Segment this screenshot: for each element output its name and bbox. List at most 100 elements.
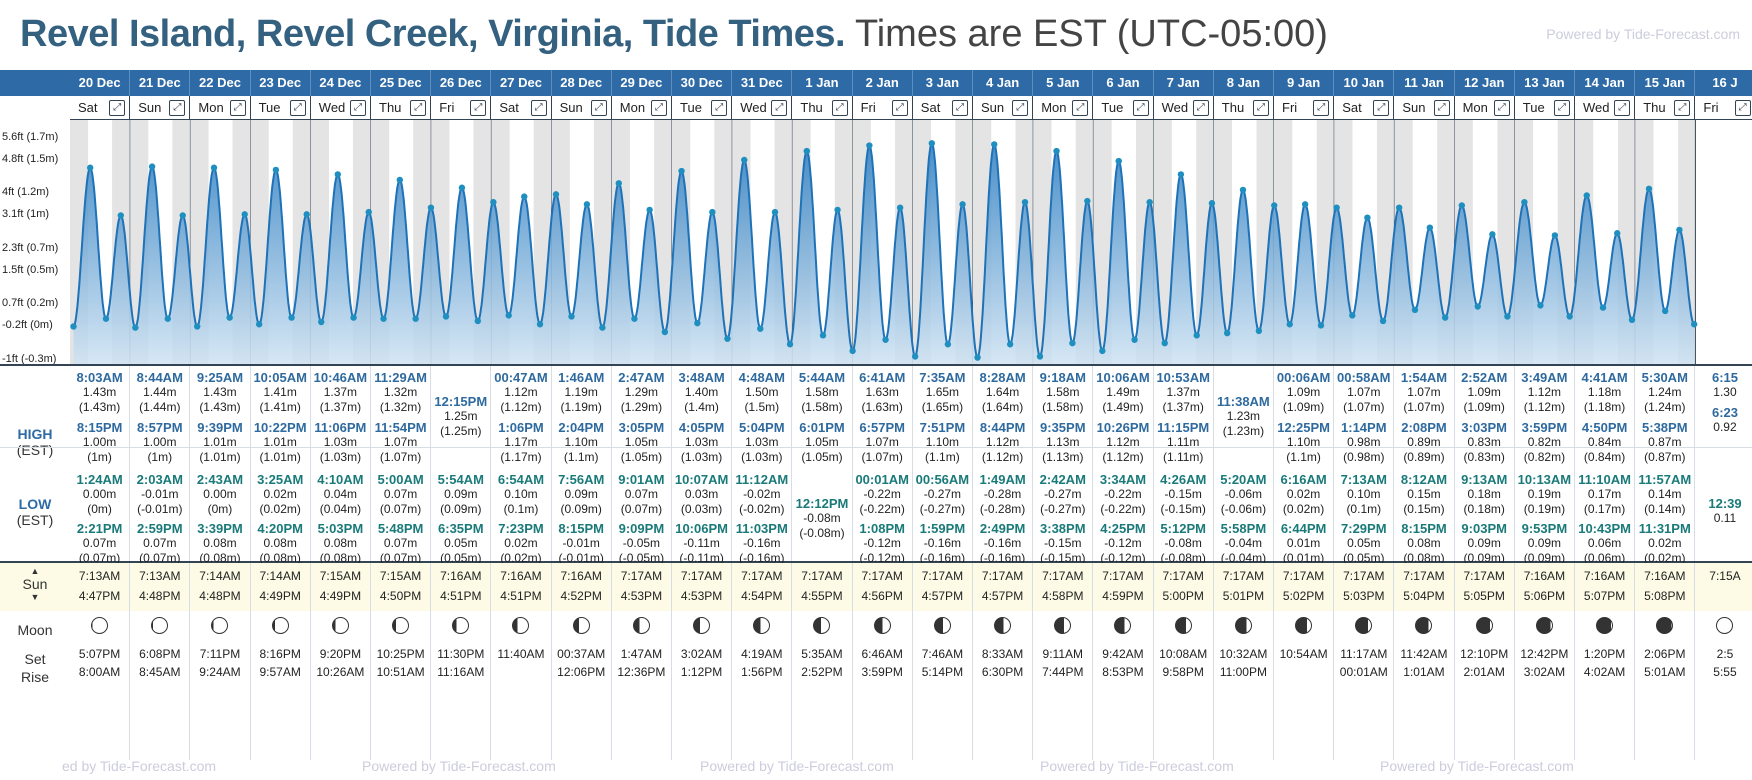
day-header[interactable]: Tue ⤢ [672,96,733,120]
expand-icon[interactable]: ⤢ [891,100,908,116]
expand-icon[interactable]: ⤢ [1072,100,1089,116]
high-tide: 3:49AM 1.12m (1.12m) [1515,370,1574,415]
sunrise-time: 7:16AM [1644,569,1686,583]
footer-powered-5[interactable]: Powered by Tide-Forecast.com [1380,758,1574,774]
expand-icon[interactable]: ⤢ [530,100,547,116]
day-header[interactable]: Sat ⤢ [912,96,973,120]
expand-icon[interactable]: ⤢ [470,100,487,116]
low-tide: 5:58PM -0.04m (-0.04m) [1214,521,1273,566]
low-tide-height-alt: (0.05m) [440,551,482,565]
high-tide-time: 9:25AM [196,370,244,385]
high-tide-time: 3:48AM [678,370,725,385]
expand-icon[interactable]: ⤢ [831,100,848,116]
expand-icon[interactable]: ⤢ [289,100,306,116]
moon-icon [211,617,229,634]
sunset-time: 4:57PM [981,589,1024,603]
day-header[interactable]: Thu ⤢ [371,96,432,120]
day-header[interactable]: Wed ⤢ [732,96,793,120]
low-tide-height: 0.08m [1407,536,1441,550]
moon-cell: 3:02AM 1:12PM [672,611,733,760]
day-name: Fri [1282,100,1298,115]
footer-powered-3[interactable]: Powered by Tide-Forecast.com [700,758,894,774]
day-header[interactable]: Thu ⤢ [1635,96,1696,120]
expand-icon[interactable]: ⤢ [1734,100,1751,116]
y-tick-label: -0.2ft (0m) [2,319,53,332]
low-tide: 3:39PM 0.08m (0.08m) [190,521,249,566]
low-tide-time: 12:39 [1708,496,1742,511]
footer-powered-4[interactable]: Powered by Tide-Forecast.com [1040,758,1234,774]
low-tide-height-alt: (0.09m) [440,502,482,516]
day-header[interactable]: Mon ⤢ [1454,96,1515,120]
moon-cell: 12:10PM 2:01AM [1455,611,1515,760]
day-header[interactable]: Wed ⤢ [310,96,371,120]
high-tide-time: 8:15PM [76,420,123,435]
expand-icon[interactable]: ⤢ [1493,100,1510,116]
day-header[interactable]: Tue ⤢ [1093,96,1154,120]
expand-icon[interactable]: ⤢ [1192,100,1209,116]
expand-icon[interactable]: ⤢ [1674,100,1691,116]
low-tide-height: 0.02m [263,487,297,501]
tide-point [803,147,810,155]
expand-icon[interactable]: ⤢ [410,100,427,116]
expand-icon[interactable]: ⤢ [1252,100,1269,116]
day-header[interactable]: Sun ⤢ [551,96,612,120]
day-header[interactable]: Thu ⤢ [1213,96,1274,120]
sunset-time: 5:05PM [1463,589,1505,603]
day-header[interactable]: Tue ⤢ [250,96,311,120]
expand-icon[interactable]: ⤢ [1553,100,1570,116]
date-header: 9 Jan [1274,70,1335,96]
day-header[interactable]: Sat ⤢ [70,96,131,120]
expand-icon[interactable]: ⤢ [650,100,667,116]
expand-icon[interactable]: ⤢ [711,100,728,116]
day-header[interactable]: Sat ⤢ [1334,96,1395,120]
high-tide-height-alt: (1.5m) [744,400,780,414]
powered-by-top[interactable]: Powered by Tide-Forecast.com [1546,26,1740,42]
low-tide-time: 4:26AM [1160,472,1207,487]
footer-powered-2[interactable]: Powered by Tide-Forecast.com [362,758,556,774]
footer-powered-1[interactable]: ed by Tide-Forecast.com [62,758,217,774]
low-tides-cell: 11:10AM 0.17m (0.17m) 10:43PM 0.06m (0.06m) [1575,448,1636,565]
expand-icon[interactable]: ⤢ [590,100,607,116]
expand-icon[interactable]: ⤢ [1614,100,1631,116]
day-header[interactable]: Sat ⤢ [491,96,552,120]
day-header[interactable]: Mon ⤢ [190,96,251,120]
day-header[interactable]: Thu ⤢ [792,96,853,120]
expand-icon[interactable]: ⤢ [1132,100,1149,116]
low-tides-cell: 9:01AM 0.07m (0.07m) 9:09PM -0.05m (-0.05m) [612,448,672,565]
day-header[interactable]: Fri ⤢ [431,96,492,120]
expand-icon[interactable]: ⤢ [1012,100,1029,116]
expand-icon[interactable]: ⤢ [229,100,246,116]
day-header[interactable]: Fri ⤢ [852,96,913,120]
moonrise-time: 2:52PM [801,665,843,679]
moonset-time: 11:17AM [1340,647,1388,661]
sunset-time: 5:02PM [1282,589,1325,603]
expand-icon[interactable]: ⤢ [1373,100,1390,116]
expand-icon[interactable]: ⤢ [771,100,788,116]
expand-icon[interactable]: ⤢ [1313,100,1330,116]
expand-icon[interactable]: ⤢ [109,100,126,116]
high-tide-height-alt: (1.63m) [861,400,903,414]
day-header[interactable]: Mon ⤢ [611,96,672,120]
expand-icon[interactable]: ⤢ [349,100,366,116]
low-tides-cell: 6:16AM 0.02m (0.02m) 6:44PM 0.01m (0.01m) [1274,448,1335,565]
tide-point [1084,197,1091,205]
high-tide: 10:05AM 1.41m (1.41m) [251,370,310,415]
day-header[interactable]: Fri ⤢ [1695,96,1752,120]
high-tide-height-alt: (1.05m) [620,450,663,464]
high-tides-cell: 10:06AM 1.49m (1.49m) 10:26PM 1.12m (1.12m) [1093,366,1154,464]
tide-point [1006,341,1014,348]
day-header[interactable]: Wed ⤢ [1575,96,1636,120]
high-tides-cell: 00:47AM 1.12m (1.12m) 1:06PM 1.17m (1.17m) [491,366,552,464]
day-header[interactable]: Mon ⤢ [1033,96,1094,120]
low-tide-time: 5:48PM [377,521,424,536]
expand-icon[interactable]: ⤢ [169,100,186,116]
day-header[interactable]: Sun ⤢ [130,96,191,120]
day-header[interactable]: Fri ⤢ [1274,96,1335,120]
day-header[interactable]: Tue ⤢ [1514,96,1575,120]
expand-icon[interactable]: ⤢ [1433,100,1450,116]
expand-icon[interactable]: ⤢ [951,100,968,116]
high-tide-time: 10:22PM [253,420,307,435]
day-header[interactable]: Sun ⤢ [1394,96,1455,120]
day-header[interactable]: Wed ⤢ [1153,96,1214,120]
day-header[interactable]: Sun ⤢ [973,96,1034,120]
